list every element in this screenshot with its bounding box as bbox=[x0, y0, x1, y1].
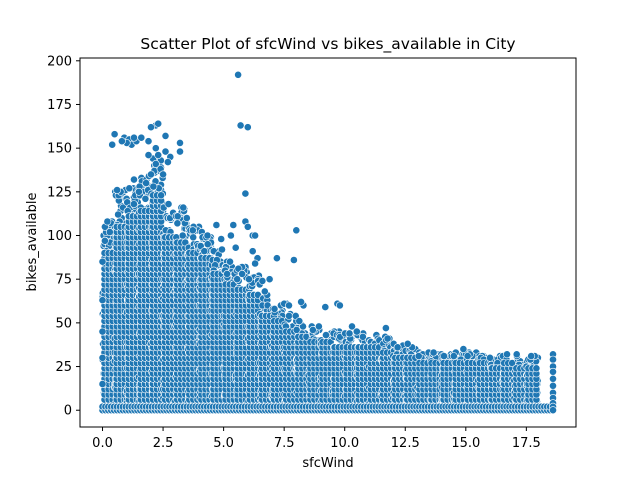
data-point bbox=[393, 343, 402, 352]
data-point bbox=[188, 226, 197, 235]
chart-title: Scatter Plot of sfcWind vs bikes_availab… bbox=[140, 35, 515, 54]
data-point bbox=[173, 212, 182, 221]
data-point bbox=[322, 331, 330, 339]
data-point bbox=[449, 352, 458, 360]
data-point bbox=[114, 210, 122, 219]
data-point bbox=[223, 269, 231, 278]
data-point bbox=[157, 191, 165, 200]
data-point bbox=[314, 322, 323, 331]
data-point bbox=[200, 247, 209, 256]
data-point bbox=[173, 219, 182, 228]
data-point bbox=[125, 184, 134, 193]
data-point bbox=[189, 233, 198, 242]
data-point bbox=[429, 348, 438, 357]
data-point bbox=[203, 231, 212, 240]
data-point bbox=[345, 329, 354, 338]
data-point bbox=[440, 352, 448, 360]
data-point bbox=[129, 200, 138, 208]
data-point bbox=[233, 275, 242, 284]
data-point bbox=[414, 352, 423, 360]
data-point bbox=[295, 317, 304, 325]
data-point bbox=[245, 275, 253, 284]
data-point bbox=[383, 334, 392, 343]
data-point bbox=[203, 240, 212, 249]
data-point bbox=[182, 214, 191, 222]
data-point bbox=[292, 325, 301, 334]
data-point bbox=[226, 257, 234, 266]
data-point bbox=[218, 245, 226, 254]
data-point bbox=[270, 304, 279, 313]
points-layer bbox=[98, 70, 557, 415]
data-point bbox=[164, 200, 173, 208]
data-point bbox=[179, 203, 188, 212]
data-point bbox=[141, 194, 150, 203]
data-point bbox=[285, 311, 293, 320]
data-point bbox=[178, 231, 187, 240]
